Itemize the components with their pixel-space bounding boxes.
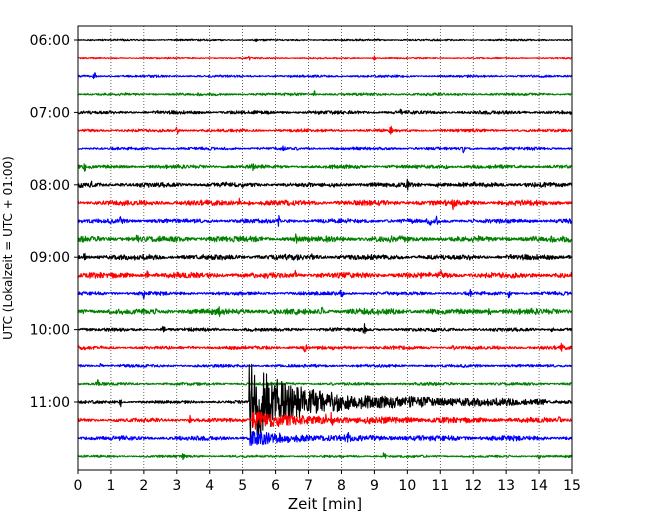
- x-tick-label: 15: [563, 478, 581, 494]
- plot-frame: [77, 25, 573, 471]
- trace-0800: [77, 178, 573, 191]
- x-tick-label: 0: [74, 478, 83, 494]
- y-tick-label: 07:00: [30, 105, 70, 121]
- trace-0745: [77, 163, 573, 172]
- y-axis-ticks: 06:00 07:00 08:00 09:00 10:00 11:00: [30, 33, 78, 411]
- trace-0700: [77, 108, 573, 115]
- trace-1115: [77, 411, 573, 430]
- trace-0830: [77, 215, 573, 227]
- x-tick-label: 8: [337, 478, 346, 494]
- trace-0845: [77, 233, 573, 244]
- trace-0930: [77, 288, 573, 300]
- trace-0900: [77, 252, 573, 261]
- x-tick-label: 7: [304, 478, 313, 494]
- trace-0945: [77, 306, 573, 318]
- y-tick-label: 06:00: [30, 33, 70, 49]
- x-tick-label: 9: [370, 478, 379, 494]
- trace-0915: [77, 269, 573, 279]
- vertical-grid-lines: [110, 26, 540, 470]
- trace-1015: [77, 342, 573, 353]
- x-axis-label: Zeit [min]: [288, 495, 362, 513]
- trace-0815: [77, 197, 573, 211]
- trace-0715: [77, 125, 573, 135]
- x-tick-label: 11: [431, 478, 449, 494]
- x-tick-label: 13: [497, 478, 515, 494]
- trace-1000: [77, 323, 573, 335]
- trace-1030: [77, 363, 573, 369]
- trace-0615: [77, 55, 573, 61]
- x-axis-ticks: 0 1 2 3 4 5 6 7 8 9 10 11 12 13 14 15: [74, 470, 581, 494]
- y-tick-label: 11:00: [30, 395, 70, 411]
- y-tick-label: 10:00: [30, 323, 70, 339]
- trace-0730: [77, 145, 573, 154]
- trace-0645: [77, 90, 573, 97]
- x-tick-label: 4: [205, 478, 214, 494]
- seismogram-traces: [77, 38, 573, 461]
- x-tick-label: 1: [106, 478, 115, 494]
- trace-1045: [77, 379, 573, 387]
- y-axis-label: UTC (Lokalzeit = UTC + 01:00): [1, 156, 15, 340]
- x-tick-label: 12: [464, 478, 482, 494]
- y-tick-label: 09:00: [30, 250, 70, 266]
- trace-1130: [77, 431, 573, 447]
- x-tick-label: 6: [271, 478, 280, 494]
- y-tick-label: 08:00: [30, 178, 70, 194]
- trace-0600: [77, 38, 573, 42]
- trace-1100: [77, 363, 573, 443]
- trace-1145: [77, 452, 573, 461]
- x-tick-label: 14: [530, 478, 548, 494]
- x-tick-label: 5: [238, 478, 247, 494]
- x-tick-label: 10: [398, 478, 416, 494]
- x-tick-label: 3: [172, 478, 181, 494]
- x-tick-label: 2: [139, 478, 148, 494]
- trace-0630: [77, 72, 573, 80]
